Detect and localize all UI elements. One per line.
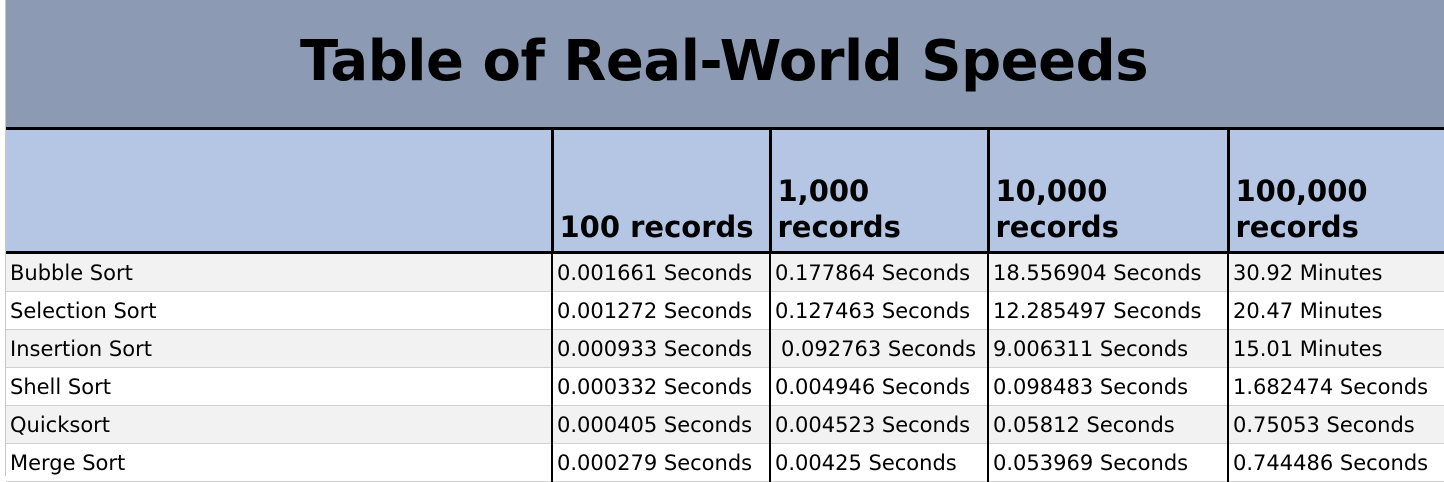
- time-cell[interactable]: 30.92 Minutes: [1227, 252, 1444, 292]
- time-cell[interactable]: 0.092763 Seconds: [769, 329, 988, 368]
- table-row: Merge Sort 0.000279 Seconds 0.00425 Seco…: [6, 443, 1444, 482]
- table-row: Insertion Sort 0.000933 Seconds 0.092763…: [6, 329, 1444, 368]
- algorithm-cell[interactable]: Insertion Sort: [6, 329, 552, 368]
- time-cell[interactable]: 0.127463 Seconds: [769, 291, 988, 330]
- page-title: Table of Real-World Speeds: [299, 29, 1149, 94]
- time-cell[interactable]: 0.000405 Seconds: [551, 405, 770, 444]
- table-row: Quicksort 0.000405 Seconds 0.004523 Seco…: [6, 405, 1444, 444]
- time-cell[interactable]: 15.01 Minutes: [1227, 329, 1444, 368]
- header-cell-100[interactable]: 100 records: [550, 130, 770, 254]
- algorithm-cell[interactable]: Selection Sort: [6, 291, 552, 330]
- row-header-edge: [0, 0, 6, 476]
- time-cell[interactable]: 0.75053 Seconds: [1227, 405, 1444, 444]
- title-banner[interactable]: Table of Real-World Speeds: [6, 0, 1444, 130]
- time-cell[interactable]: 0.004946 Seconds: [769, 367, 988, 406]
- algorithm-cell[interactable]: Quicksort: [6, 405, 552, 444]
- table-row: Shell Sort 0.000332 Seconds 0.004946 Sec…: [6, 367, 1444, 406]
- time-cell[interactable]: 20.47 Minutes: [1227, 291, 1444, 330]
- algorithm-cell[interactable]: Bubble Sort: [6, 252, 552, 292]
- time-cell[interactable]: 0.004523 Seconds: [769, 405, 988, 444]
- time-cell[interactable]: 1.682474 Seconds: [1227, 367, 1444, 406]
- header-cell-100000[interactable]: 100,000 records: [1226, 130, 1444, 254]
- table-row: Bubble Sort 0.001661 Seconds 0.177864 Se…: [6, 252, 1444, 292]
- header-cell-1000[interactable]: 1,000 records: [768, 130, 988, 254]
- time-cell[interactable]: 9.006311 Seconds: [987, 329, 1228, 368]
- time-cell[interactable]: 0.001272 Seconds: [551, 291, 770, 330]
- time-cell[interactable]: 0.001661 Seconds: [551, 252, 770, 292]
- table-row: Selection Sort 0.001272 Seconds 0.127463…: [6, 291, 1444, 330]
- header-row: 100 records 1,000 records 10,000 records…: [6, 130, 1444, 254]
- time-cell[interactable]: 0.000332 Seconds: [551, 367, 770, 406]
- header-cell-corner[interactable]: [6, 130, 552, 254]
- time-cell[interactable]: 0.000279 Seconds: [551, 443, 770, 482]
- time-cell[interactable]: 12.285497 Seconds: [987, 291, 1228, 330]
- time-cell[interactable]: 0.05812 Seconds: [987, 405, 1228, 444]
- time-cell[interactable]: 0.177864 Seconds: [769, 252, 988, 292]
- time-cell[interactable]: 0.000933 Seconds: [551, 329, 770, 368]
- speeds-table: 100 records 1,000 records 10,000 records…: [6, 130, 1444, 482]
- time-cell[interactable]: 0.098483 Seconds: [987, 367, 1228, 406]
- time-cell[interactable]: 18.556904 Seconds: [987, 252, 1228, 292]
- header-cell-10000[interactable]: 10,000 records: [986, 130, 1228, 254]
- algorithm-cell[interactable]: Shell Sort: [6, 367, 552, 406]
